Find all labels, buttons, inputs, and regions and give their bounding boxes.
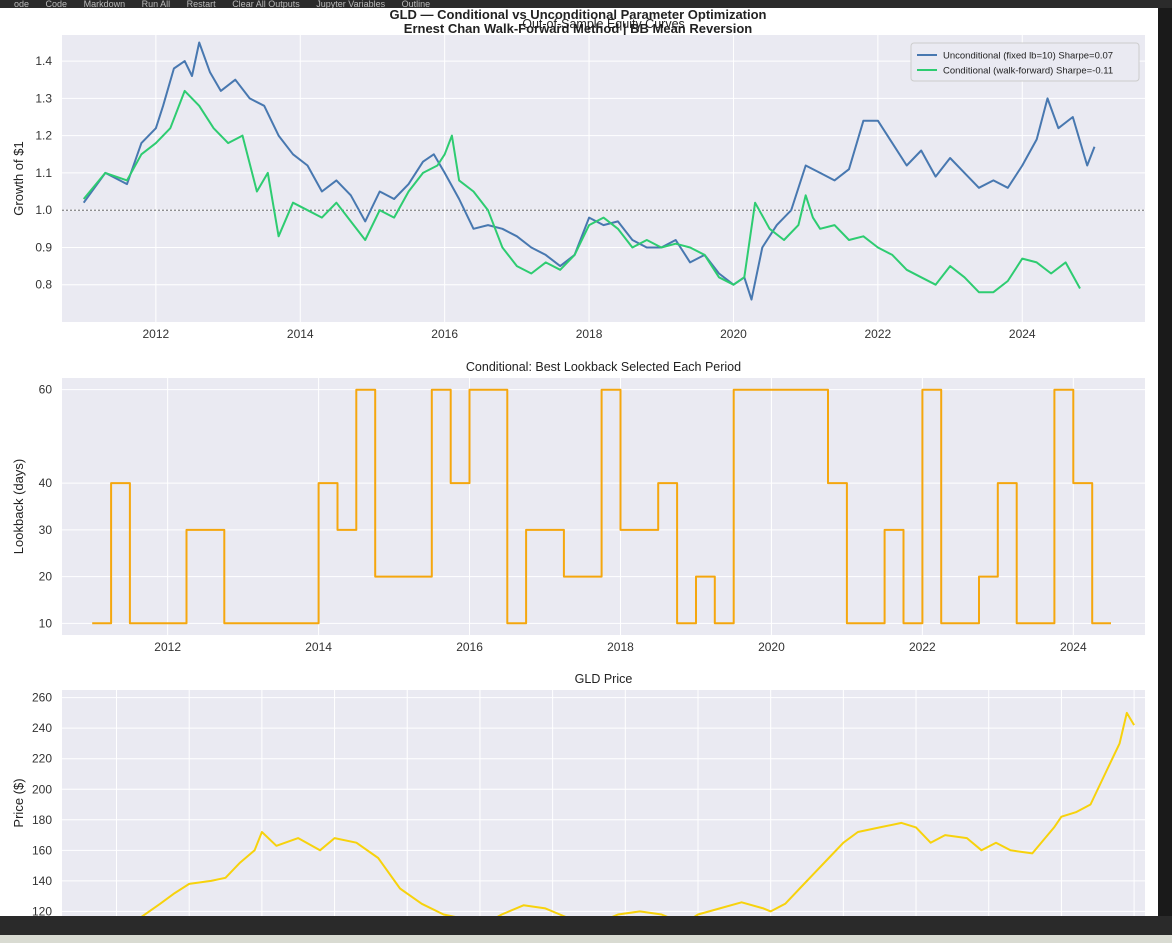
y-tick-label: 120 [32, 904, 52, 916]
x-tick-label: 2012 [154, 640, 181, 654]
status-strip [0, 935, 1172, 943]
y-tick-label: 140 [32, 874, 52, 888]
y-tick-label: 20 [39, 570, 53, 584]
figure-svg: GLD — Conditional vs Unconditional Param… [11, 8, 1145, 916]
y-axis-label: Growth of $1 [11, 141, 26, 215]
y-tick-label: 30 [39, 523, 53, 537]
toolbar-item[interactable]: Jupyter Variables [316, 0, 386, 8]
y-tick-label: 220 [32, 752, 52, 766]
x-tick-label: 2020 [720, 327, 747, 341]
x-tick-label: 2018 [576, 327, 603, 341]
plot-area [62, 35, 1145, 322]
chart-panel-1: Out-of-Sample Equity Curves 2012 2014 2016 2… [11, 17, 1145, 341]
toolbar-item[interactable]: Outline [401, 0, 431, 8]
series-line-2 [82, 89, 1081, 294]
output-figure: GLD — Conditional vs Unconditional Param… [0, 8, 1158, 916]
y-axis-label: Lookback (days) [11, 459, 26, 554]
series-group [92, 388, 1111, 625]
y-tick-label: 1.3 [35, 91, 52, 105]
y-tick-label: 1.4 [35, 54, 52, 68]
x-tick-label: 2014 [287, 327, 314, 341]
x-tick-label: 2014 [305, 640, 332, 654]
plot-area [62, 690, 1145, 916]
series-group [82, 41, 1096, 301]
chart-title: Conditional: Best Lookback Selected Each… [466, 360, 741, 374]
series-line-1 [140, 711, 1135, 916]
x-tick-label: 2022 [909, 640, 936, 654]
x-tick-label: 2016 [456, 640, 483, 654]
y-tick-label: 1.0 [35, 203, 52, 217]
chart-title: GLD Price [575, 672, 633, 686]
y-tick-label: 1.1 [35, 166, 52, 180]
legend-label: Unconditional (fixed lb=10) Sharpe=0.07 [943, 51, 1113, 62]
toolbar-item[interactable]: Restart [186, 0, 216, 8]
y-tick-label: 1.2 [35, 129, 52, 143]
toolbar-item[interactable]: Markdown [83, 0, 126, 8]
notebook-toolbar: ode Code Markdown Run All Restart Clear … [0, 0, 1172, 8]
y-tick-label: 180 [32, 813, 52, 827]
figure-suptitle-line1: GLD — Conditional vs Unconditional Param… [389, 8, 766, 22]
y-tick-label: 60 [39, 383, 53, 397]
y-tick-label: 200 [32, 782, 52, 796]
y-tick-label: 0.8 [35, 278, 52, 292]
series-line-1 [92, 388, 1111, 625]
y-tick-label: 0.9 [35, 240, 52, 254]
figure-suptitle-line2: Ernest Chan Walk-Forward Method | BB Mea… [404, 21, 752, 36]
y-tick-label: 260 [32, 691, 52, 705]
legend-box [910, 42, 1140, 82]
x-tick-label: 2022 [865, 327, 892, 341]
plot-area [62, 378, 1145, 635]
toolbar-item[interactable]: ode [14, 0, 30, 8]
chart-title: Out-of-Sample Equity Curves [522, 17, 685, 31]
legend-label: Conditional (walk-forward) Sharpe=-0.11 [943, 66, 1113, 77]
y-tick-label: 40 [39, 476, 53, 490]
chart-panel-3: GLD Price 120 140 160 180 200 220 240 260 Price (… [11, 672, 1145, 916]
y-tick-label: 10 [39, 616, 53, 630]
y-axis-label: Price ($) [11, 778, 26, 827]
toolbar-item[interactable]: Code [45, 0, 68, 8]
status-area [0, 916, 1172, 943]
x-tick-label: 2012 [143, 327, 170, 341]
x-tick-label: 2018 [607, 640, 634, 654]
x-tick-label: 2024 [1009, 327, 1036, 341]
y-tick-label: 240 [32, 721, 52, 735]
toolbar-item[interactable]: Run All [141, 0, 171, 8]
toolbar-item[interactable]: Clear All Outputs [232, 0, 300, 8]
y-tick-label: 160 [32, 843, 52, 857]
scrollbar-track[interactable] [1158, 8, 1172, 916]
x-tick-label: 2020 [758, 640, 785, 654]
x-tick-label: 2024 [1060, 640, 1087, 654]
chart-panels: Out-of-Sample Equity Curves 2012 2014 2016 2… [11, 17, 1145, 916]
series-line-1 [82, 41, 1096, 301]
series-group [140, 711, 1135, 916]
chart-panel-2: Conditional: Best Lookback Selected Each… [11, 360, 1145, 654]
x-tick-label: 2016 [431, 327, 458, 341]
